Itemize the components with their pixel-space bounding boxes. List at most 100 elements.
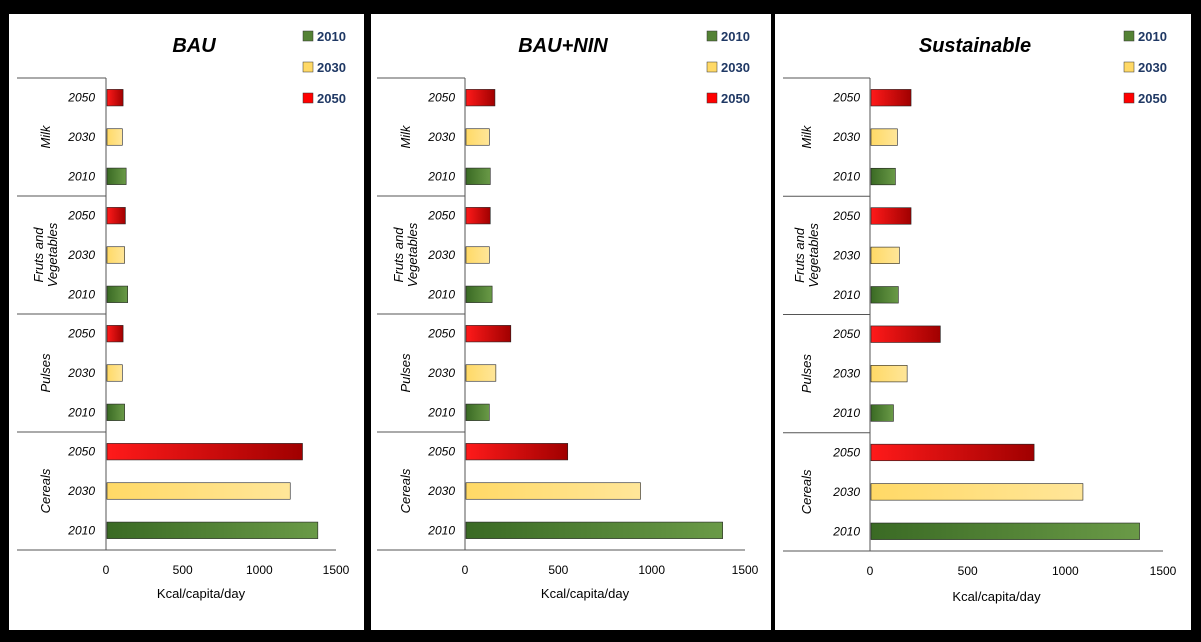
year-tick-label: 2050 [427,91,455,105]
bar-fruts-and-vegetables-2050 [465,207,491,225]
category-label-pulses: Pulses [799,354,814,394]
x-tick-label: 1000 [1052,564,1079,578]
legend-label-2010: 2010 [1138,29,1167,44]
bar-milk-2050 [870,89,912,107]
x-tick-label: 500 [958,564,978,578]
bar-pulses-2010 [106,403,125,421]
chart-title: BAU+NIN [518,35,608,57]
bar-pulses-2010 [465,403,490,421]
year-tick-label: 2010 [832,288,860,302]
year-tick-label: 2030 [67,248,95,262]
bar-fruts-and-vegetables-2010 [870,286,899,304]
year-tick-label: 2050 [427,327,455,341]
year-tick-label: 2050 [67,327,95,341]
legend-label-2030: 2030 [1138,60,1167,75]
x-axis-label: Kcal/capita/day [952,589,1041,604]
chart-panel-bau-nin: BAU+NIN 2010 2030 2050 Cereals 2010 2030 2050 Pu… [371,14,771,630]
year-tick-label: 2050 [67,445,95,459]
bar-fruts-and-vegetables-2030 [870,246,900,264]
chart-panel-bau: BAU 2010 2030 2050 Cereals 2010 2030 2050 Pulses… [9,14,364,630]
bar-milk-2030 [106,128,123,146]
legend-label-2030: 2030 [317,60,346,75]
bar-milk-2030 [465,128,490,146]
x-axis-label: Kcal/capita/day [157,586,246,601]
legend-label-2050: 2050 [721,91,750,106]
bar-milk-2050 [465,89,496,107]
year-tick-label: 2010 [67,169,95,183]
x-tick-label: 1000 [638,563,665,577]
year-tick-label: 2030 [427,248,455,262]
bau-nin-chart: BAU+NIN 2010 2030 2050 Cereals 2010 2030 2050 Pu… [377,29,759,601]
category-label-fruts-and-vegetables: Fruts andVegetables [391,222,420,287]
chart-title: Sustainable [919,35,1031,57]
legend-label-2050: 2050 [1138,91,1167,106]
bar-cereals-2030 [106,482,291,500]
category-label-fruts-and-vegetables: Fruts andVegetables [792,223,821,288]
bar-cereals-2010 [106,521,319,539]
bar-pulses-2050 [870,325,941,343]
legend-label-2030: 2030 [721,60,750,75]
bar-fruts-and-vegetables-2010 [465,285,493,303]
bar-fruts-and-vegetables-2030 [465,246,490,264]
year-tick-label: 2010 [67,523,95,537]
bar-fruts-and-vegetables-2030 [106,246,125,264]
year-tick-label: 2050 [832,91,860,105]
bar-pulses-2030 [465,364,497,382]
year-tick-label: 2030 [427,130,455,144]
x-tick-label: 1500 [732,563,759,577]
legend-swatch-2030 [302,61,314,73]
legend-label-2010: 2010 [317,29,346,44]
year-tick-label: 2030 [67,484,95,498]
x-axis-label: Kcal/capita/day [541,586,630,601]
year-tick-label: 2010 [427,523,455,537]
legend-swatch-2050 [706,92,718,104]
year-tick-label: 2010 [427,287,455,301]
bar-milk-2030 [870,128,898,146]
year-tick-label: 2050 [832,445,860,459]
year-tick-label: 2050 [427,209,455,223]
year-tick-label: 2030 [427,484,455,498]
legend-label-2010: 2010 [721,29,750,44]
legend-label-2050: 2050 [317,91,346,106]
category-label-pulses: Pulses [398,353,413,393]
bar-milk-2010 [870,167,896,186]
year-tick-label: 2050 [832,327,860,341]
x-tick-label: 500 [173,563,193,577]
year-tick-label: 2050 [67,209,95,223]
bar-cereals-2030 [870,483,1084,501]
x-tick-label: 1500 [323,563,350,577]
year-tick-label: 2010 [832,406,860,420]
category-label-cereals: Cereals [38,468,53,513]
category-label-cereals: Cereals [398,468,413,513]
year-tick-label: 2010 [832,524,860,538]
year-tick-label: 2030 [832,248,860,262]
x-tick-label: 500 [548,563,568,577]
legend-swatch-2010 [302,30,314,42]
year-tick-label: 2010 [67,405,95,419]
year-tick-label: 2030 [67,130,95,144]
year-tick-label: 2010 [427,405,455,419]
category-label-milk: Milk [38,124,53,149]
bar-pulses-2030 [870,365,908,383]
legend-swatch-2010 [1123,30,1135,42]
bar-pulses-2050 [106,325,124,343]
category-label-milk: Milk [398,124,413,149]
bar-fruts-and-vegetables-2050 [106,207,126,225]
chart-panel-sustainable: Sustainable 2010 2030 2050 Cereals 2010 2030 20… [775,14,1191,630]
bar-cereals-2050 [870,443,1035,462]
legend-swatch-2030 [1123,61,1135,73]
bar-pulses-2050 [465,325,512,343]
year-tick-label: 2030 [832,367,860,381]
category-label-pulses: Pulses [38,353,53,393]
category-label-fruts-and-vegetables: Fruts andVegetables [31,222,60,287]
bar-milk-2010 [106,167,127,185]
bar-milk-2050 [106,89,124,107]
bar-fruts-and-vegetables-2010 [106,285,129,303]
bar-pulses-2010 [870,404,894,422]
category-label-milk: Milk [799,124,814,149]
year-tick-label: 2010 [427,169,455,183]
year-tick-label: 2050 [67,91,95,105]
year-tick-label: 2050 [832,209,860,223]
bar-cereals-2050 [106,443,303,461]
year-tick-label: 2030 [427,366,455,380]
